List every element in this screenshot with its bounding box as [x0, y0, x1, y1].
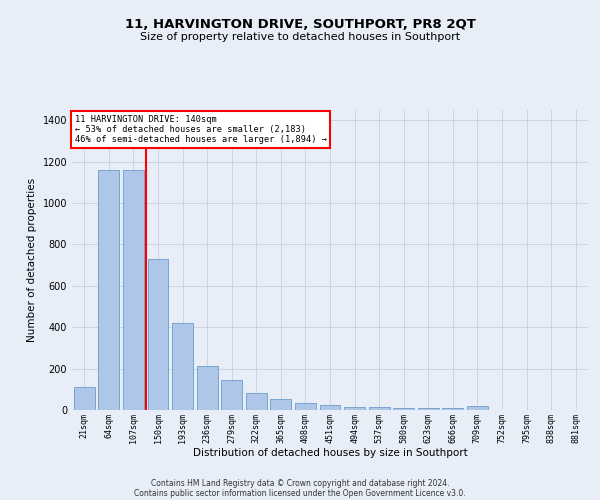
Bar: [295, 402, 316, 410]
Bar: [271, 398, 292, 410]
Bar: [197, 366, 218, 410]
Bar: [98, 170, 119, 410]
Bar: [418, 408, 439, 410]
Text: 11 HARVINGTON DRIVE: 140sqm
← 53% of detached houses are smaller (2,183)
46% of : 11 HARVINGTON DRIVE: 140sqm ← 53% of det…: [74, 114, 326, 144]
Text: Size of property relative to detached houses in Southport: Size of property relative to detached ho…: [140, 32, 460, 42]
Bar: [221, 380, 242, 410]
Bar: [442, 408, 463, 410]
Bar: [467, 406, 488, 410]
Y-axis label: Number of detached properties: Number of detached properties: [27, 178, 37, 342]
Bar: [148, 258, 169, 410]
X-axis label: Distribution of detached houses by size in Southport: Distribution of detached houses by size …: [193, 448, 467, 458]
Bar: [320, 405, 340, 410]
Text: Contains HM Land Registry data © Crown copyright and database right 2024.: Contains HM Land Registry data © Crown c…: [151, 478, 449, 488]
Text: 11, HARVINGTON DRIVE, SOUTHPORT, PR8 2QT: 11, HARVINGTON DRIVE, SOUTHPORT, PR8 2QT: [125, 18, 475, 30]
Bar: [123, 170, 144, 410]
Bar: [344, 406, 365, 410]
Bar: [172, 323, 193, 410]
Bar: [368, 407, 389, 410]
Bar: [246, 394, 267, 410]
Bar: [74, 387, 95, 410]
Bar: [393, 408, 414, 410]
Text: Contains public sector information licensed under the Open Government Licence v3: Contains public sector information licen…: [134, 488, 466, 498]
